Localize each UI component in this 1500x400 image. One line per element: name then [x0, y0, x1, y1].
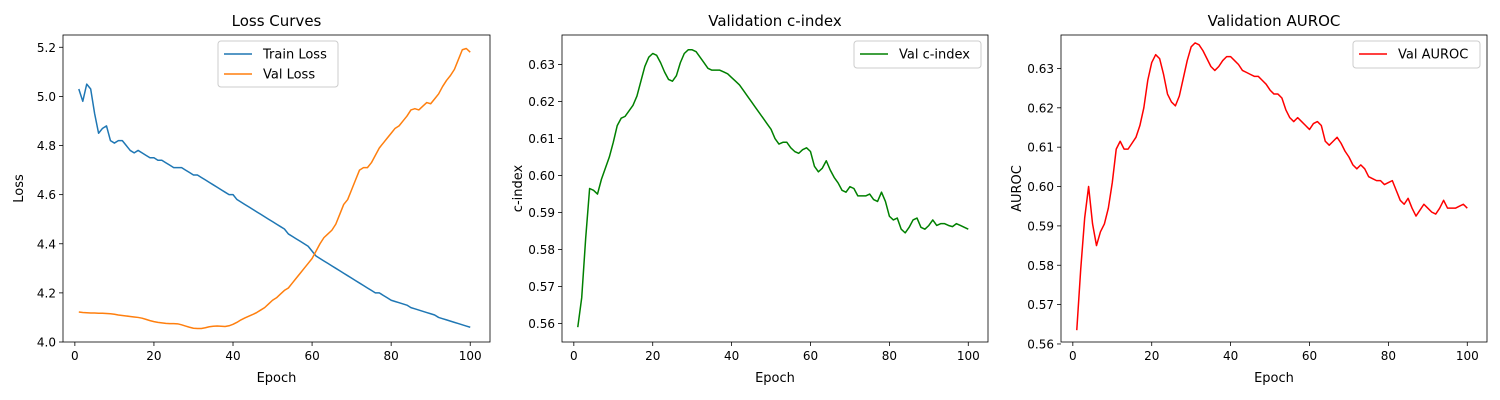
y-tick-label: 4.4: [37, 237, 56, 251]
x-tick-label: 20: [146, 349, 161, 363]
series-line-val: [78, 47, 471, 330]
legend-label: Val Loss: [263, 68, 315, 83]
series-line-cindex: [577, 49, 969, 328]
x-tick-label: 40: [724, 349, 739, 363]
series-line-auroc: [1076, 42, 1468, 331]
y-tick-label: 0.63: [1027, 62, 1054, 76]
y-tick-label: 0.62: [528, 95, 555, 109]
y-tick-label: 4.0: [37, 336, 56, 350]
y-tick-label: 0.61: [1027, 141, 1054, 155]
legend: Val c-index: [853, 40, 982, 69]
y-tick-label: 0.56: [528, 317, 555, 331]
y-tick-label: 0.57: [528, 280, 555, 294]
chart-title: Validation c-index: [708, 12, 842, 30]
y-tick-label: 0.60: [1027, 180, 1054, 194]
y-tick-label: 4.8: [37, 139, 56, 153]
plot-frame: [1060, 34, 1488, 343]
x-tick-label: 60: [803, 349, 818, 363]
x-tick-label: 0: [1069, 349, 1077, 363]
legend: Val AUROC: [1352, 40, 1481, 69]
x-tick-label: 20: [645, 349, 660, 363]
y-axis-label: c-index: [511, 164, 526, 212]
legend-box: [1352, 40, 1481, 69]
y-axis-label: Loss: [12, 174, 27, 203]
x-tick-label: 40: [225, 349, 240, 363]
chart-panel-2: Validation c-index 0 20 40 60 80 100 0.56 0.57 0.…: [511, 12, 989, 386]
x-axis-label: Epoch: [257, 371, 297, 386]
y-tick-label: 4.6: [37, 188, 56, 202]
x-tick-label: 80: [882, 349, 897, 363]
x-tick-label: 60: [1302, 349, 1317, 363]
plot-frame: [62, 34, 491, 343]
legend-box: [853, 40, 982, 69]
y-tick-label: 0.61: [528, 132, 555, 146]
y-tick-label: 0.60: [528, 169, 555, 183]
legend-label: Val c-index: [899, 48, 970, 63]
x-tick-label: 40: [1223, 349, 1238, 363]
legend-box: [217, 40, 339, 88]
legend-label: Val AUROC: [1398, 48, 1468, 63]
plot-frame: [561, 34, 989, 343]
y-tick-label: 5.2: [37, 41, 56, 55]
chart-title: Loss Curves: [232, 12, 322, 30]
chart-panel-1: Loss Curves 0 20 40 60 80 100 4.0 4.2 4.4 4.6 4.8 5.…: [12, 12, 491, 386]
x-tick-label: 100: [1456, 349, 1479, 363]
y-tick-label: 0.59: [528, 206, 555, 220]
y-tick-label: 5.0: [37, 90, 56, 104]
y-tick-label: 0.59: [1027, 219, 1054, 233]
legend: Train Loss Val Loss: [217, 40, 339, 88]
x-tick-label: 100: [459, 349, 482, 363]
y-tick-label: 0.56: [1027, 337, 1054, 351]
y-axis-label: AUROC: [1010, 165, 1025, 212]
x-axis-label: Epoch: [1254, 371, 1294, 386]
x-tick-label: 0: [570, 349, 578, 363]
y-tick-label: 0.62: [1027, 101, 1054, 115]
y-tick-label: 4.2: [37, 286, 56, 300]
y-tick-label: 0.63: [528, 58, 555, 72]
y-tick-label: 0.58: [1027, 259, 1054, 273]
legend-label: Train Loss: [262, 48, 327, 63]
x-tick-label: 80: [1381, 349, 1396, 363]
x-axis-label: Epoch: [755, 371, 795, 386]
chart-title: Validation AUROC: [1208, 12, 1341, 30]
y-tick-label: 0.57: [1027, 298, 1054, 312]
x-tick-label: 60: [304, 349, 319, 363]
chart-panel-3: Validation AUROC 0 20 40 60 80 100 0.56 0.57 0.58…: [1010, 12, 1488, 386]
series-line-train: [78, 83, 471, 328]
y-tick-label: 0.58: [528, 243, 555, 257]
x-tick-label: 100: [957, 349, 980, 363]
x-tick-label: 80: [384, 349, 399, 363]
x-tick-label: 20: [1144, 349, 1159, 363]
x-tick-label: 0: [71, 349, 79, 363]
